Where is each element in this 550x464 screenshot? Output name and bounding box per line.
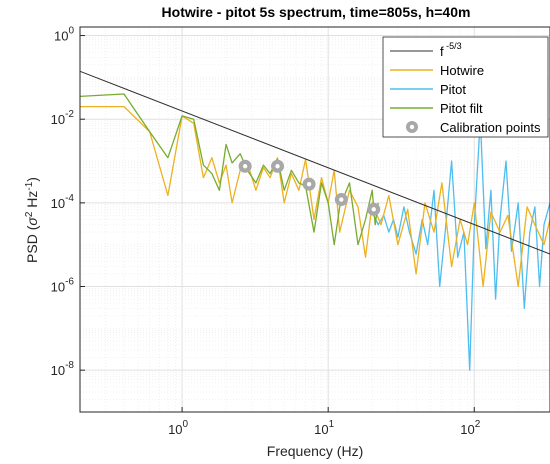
y-tick-label: 100: [54, 26, 74, 44]
y-tick-label: 10-4: [51, 193, 75, 211]
ref-legend-label: f -5/3: [440, 41, 462, 59]
plot-frame: [79, 26, 550, 413]
y-axis-label: PSD (σ2 Hz-1): [24, 177, 41, 263]
calibration-point-center: [339, 197, 344, 202]
calibration-point-center: [242, 164, 248, 169]
y-tick-label: 10-2: [51, 109, 75, 127]
calibration-legend-center: [409, 124, 415, 130]
hotwire-legend-label: Hotwire: [440, 63, 484, 78]
calibration-point-center: [275, 164, 280, 169]
axis-ticks: 100 101 102 10-8 10-6 10-4 10-2 100: [51, 26, 481, 437]
cal-legend-label: Calibration points: [440, 120, 541, 135]
pitot-legend-label: Pitot: [440, 82, 466, 97]
y-tick-label: 10-8: [51, 360, 75, 378]
calibration-point-center: [306, 181, 312, 187]
y-tick-label: 10-6: [51, 277, 75, 295]
legend-items: f -5/3 Hotwire Pitot Pitot filt Calibration …: [390, 41, 541, 135]
calibration-point-center: [371, 207, 376, 212]
series-layer: [79, 70, 550, 371]
pitot-filt-legend-label: Pitot filt: [440, 101, 483, 116]
x-tick-label: 102: [460, 419, 480, 437]
legend-box: [382, 36, 549, 138]
x-tick-label: 100: [168, 419, 188, 437]
chart-title: Hotwire - pitot 5s spectrum, time=805s, …: [162, 4, 471, 20]
ref-series-line: [79, 70, 550, 255]
x-axis-label: Frequency (Hz): [267, 443, 363, 459]
x-tick-label: 101: [314, 419, 334, 437]
legend: f -5/3 Hotwire Pitot Pitot filt Calibration …: [382, 36, 549, 138]
